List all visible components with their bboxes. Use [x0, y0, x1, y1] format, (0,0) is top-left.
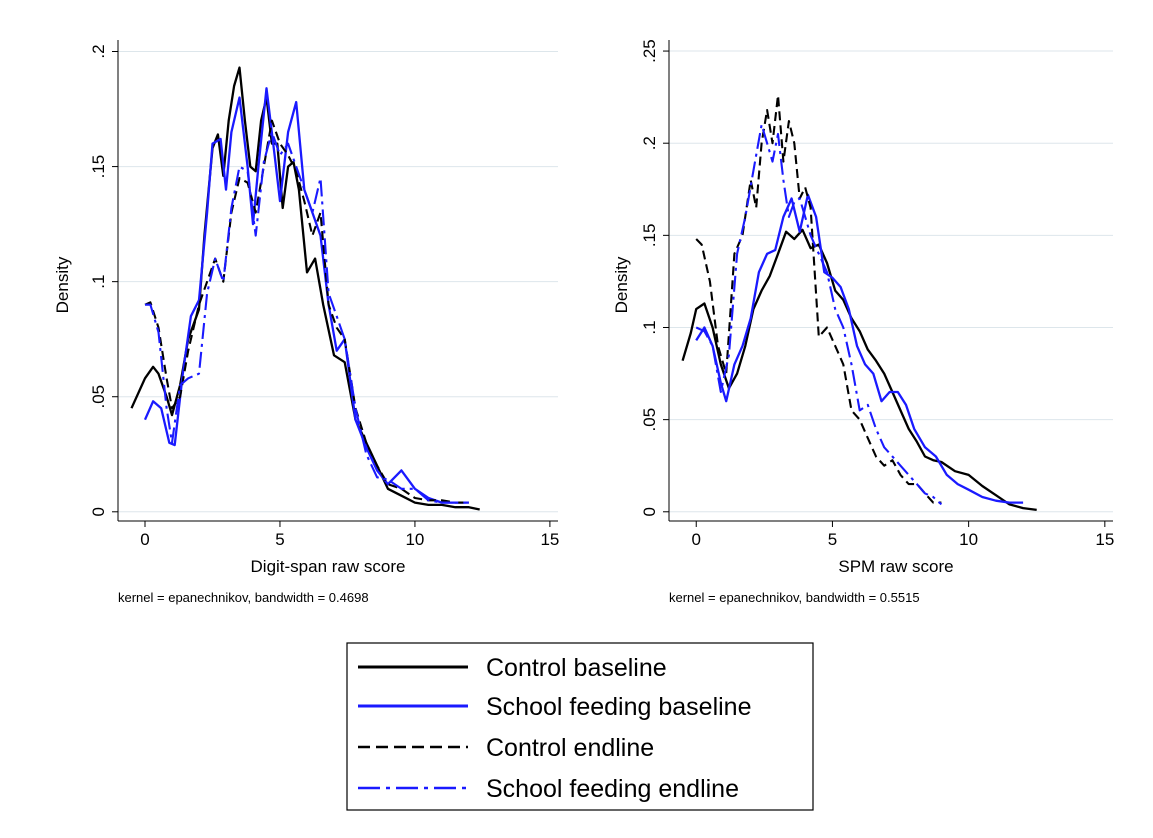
series-line-school-feeding-baseline — [695, 193, 1024, 504]
legend-label: Control baseline — [486, 654, 667, 682]
x-tick-label: 5 — [275, 530, 284, 549]
y-axis-title: Density — [612, 256, 631, 313]
y-tick-label: .1 — [640, 320, 659, 334]
series-line-control-baseline — [681, 228, 1037, 512]
kernel-note: kernel = epanechnikov, bandwidth = 0.469… — [118, 590, 369, 605]
legend-item: School feeding endline — [358, 775, 739, 803]
legend-label: School feeding baseline — [486, 693, 751, 721]
y-tick-label: 0 — [89, 507, 108, 516]
y-axis-title: Density — [53, 256, 72, 313]
y-tick-label: .15 — [89, 155, 108, 179]
y-tick-label: .2 — [640, 136, 659, 150]
y-tick-label: .05 — [89, 385, 108, 409]
series-line-control-endline — [144, 119, 469, 504]
gridlines — [669, 50, 1113, 513]
legend-box — [346, 642, 814, 811]
y-tick-label: .2 — [89, 44, 108, 58]
x-tick-label: 0 — [692, 530, 701, 549]
x-tick-label: 5 — [828, 530, 837, 549]
series-lines — [681, 94, 1037, 512]
legend-item: Control endline — [358, 734, 654, 762]
series-lines — [130, 66, 480, 511]
gridlines — [118, 51, 558, 513]
series-line-school-feeding-endline — [695, 123, 943, 506]
axes: 0 .05 .1 .15 .2 .25 0 5 10 15 — [640, 39, 1114, 549]
axes: 0 .05 .1 .15 .2 0 5 10 15 — [89, 40, 559, 549]
x-tick-label: 10 — [959, 530, 978, 549]
series-line-school-feeding-baseline — [143, 87, 469, 504]
x-tick-label: 15 — [540, 530, 559, 549]
y-tick-label: .25 — [640, 39, 659, 63]
digit-span-density-panel: 0 .05 .1 .15 .2 0 5 10 15 Digit-span raw score D… — [53, 40, 559, 605]
legend-label: Control endline — [486, 734, 654, 762]
spm-density-panel: 0 .05 .1 .15 .2 .25 0 5 10 15 SPM raw score Densi… — [612, 39, 1114, 605]
kernel-note: kernel = epanechnikov, bandwidth = 0.551… — [669, 590, 920, 605]
y-tick-label: 0 — [640, 507, 659, 516]
y-tick-label: .15 — [640, 224, 659, 248]
legend-label: School feeding endline — [486, 775, 739, 803]
legend: Control baseline School feeding baseline… — [346, 642, 814, 811]
x-tick-label: 0 — [140, 530, 149, 549]
x-tick-label: 15 — [1095, 530, 1114, 549]
x-axis-title: SPM raw score — [838, 557, 953, 576]
x-axis-title: Digit-span raw score — [251, 557, 406, 576]
y-tick-label: .05 — [640, 408, 659, 432]
series-line-school-feeding-endline — [145, 131, 469, 504]
legend-item: School feeding baseline — [358, 693, 751, 721]
x-tick-label: 10 — [405, 530, 424, 549]
legend-item: Control baseline — [358, 654, 667, 682]
y-tick-label: .1 — [89, 275, 108, 289]
